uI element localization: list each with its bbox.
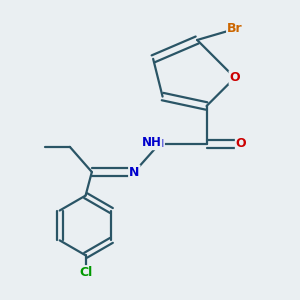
Text: NH: NH bbox=[142, 136, 161, 149]
Text: O: O bbox=[230, 71, 240, 84]
Text: Cl: Cl bbox=[79, 266, 92, 279]
Text: Br: Br bbox=[227, 22, 243, 35]
Text: N: N bbox=[129, 166, 140, 178]
Text: H: H bbox=[155, 139, 164, 149]
Text: O: O bbox=[236, 137, 247, 150]
